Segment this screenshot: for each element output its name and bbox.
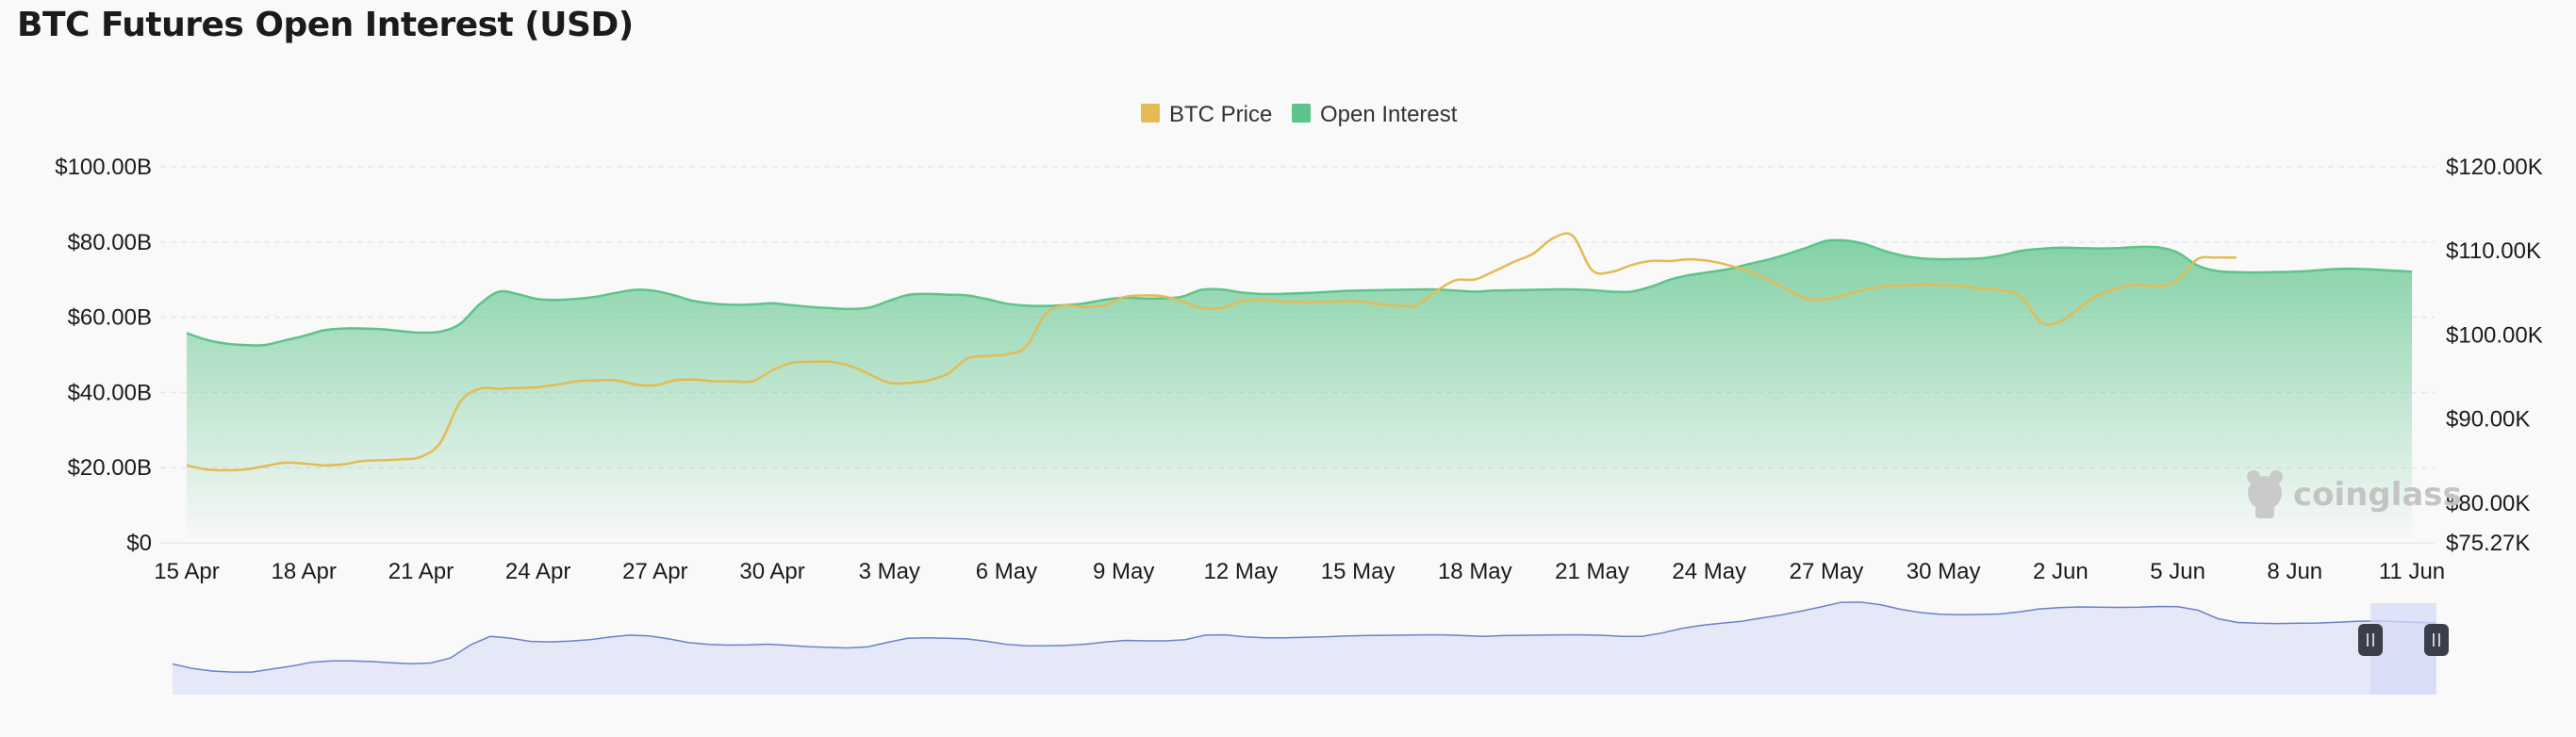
y-right-tick-label: $75.27K <box>2446 531 2530 556</box>
x-tick-label: 27 May <box>1790 559 1864 584</box>
navigator-handle-left[interactable] <box>2358 624 2383 656</box>
x-tick-label: 30 Apr <box>739 559 804 584</box>
open-interest-line <box>186 238 2413 347</box>
y-right-tick-label: $100.00K <box>2446 322 2543 348</box>
x-tick-label: 24 May <box>1672 559 1746 584</box>
open-interest-area <box>187 239 2412 543</box>
y-left-tick-label: $0 <box>126 531 152 556</box>
y-left-tick-label: $40.00B <box>68 380 152 405</box>
x-tick-label: 21 Apr <box>388 559 454 584</box>
y-right-tick-label: $90.00K <box>2446 407 2530 433</box>
x-tick-label: 18 May <box>1438 559 1512 584</box>
y-left-tick-label: $20.00B <box>68 455 152 481</box>
legend: BTC Price Open Interest <box>1141 102 1458 127</box>
x-tick-label: 9 May <box>1093 559 1154 584</box>
y-right-tick-label: $80.00K <box>2446 491 2530 516</box>
series-area <box>186 232 2413 543</box>
x-tick-label: 8 Jun <box>2267 559 2322 584</box>
y-right-tick-label: $110.00K <box>2446 238 2541 264</box>
x-axis: 15 Apr 18 Apr 21 Apr 24 Apr 27 Apr 30 Apr 3 Ma… <box>154 559 2445 584</box>
watermark: coinglass <box>2247 470 2462 518</box>
x-tick-label: 24 Apr <box>505 559 570 584</box>
legend-swatch <box>1292 104 1311 123</box>
x-tick-label: 5 Jun <box>2150 559 2205 584</box>
x-tick-label: 30 May <box>1907 559 1981 584</box>
navigator-line <box>172 601 2437 673</box>
watermark-text: coinglass <box>2293 476 2462 514</box>
navigator[interactable] <box>172 601 2449 695</box>
y-left-tick-label: $100.00B <box>55 155 152 180</box>
x-tick-label: 18 Apr <box>272 559 337 584</box>
coinglass-logo-icon <box>2248 476 2282 510</box>
x-tick-label: 27 Apr <box>622 559 687 584</box>
logo-ear-icon <box>2270 470 2283 483</box>
y-axis-left: $0 $20.00B $40.00B $60.00B $80.00B $100.00B <box>55 155 152 556</box>
y-right-tick-label: $120.00K <box>2446 155 2543 180</box>
x-tick-label: 21 May <box>1555 559 1629 584</box>
legend-label[interactable]: Open Interest <box>1320 102 1458 127</box>
x-tick-label: 3 May <box>859 559 920 584</box>
x-tick-label: 12 May <box>1204 559 1279 584</box>
navigator-handle-right[interactable] <box>2424 624 2449 656</box>
x-tick-label: 15 Apr <box>154 559 219 584</box>
logo-body-icon <box>2255 505 2274 518</box>
legend-swatch <box>1141 104 1160 123</box>
x-tick-label: 2 Jun <box>2033 559 2089 584</box>
y-left-tick-label: $60.00B <box>68 305 152 331</box>
x-tick-label: 6 May <box>976 559 1037 584</box>
x-tick-label: 15 May <box>1321 559 1395 584</box>
x-tick-label: 11 Jun <box>2379 559 2445 584</box>
btc-price-line <box>186 232 2237 472</box>
legend-label[interactable]: BTC Price <box>1169 102 1272 127</box>
navigator-area <box>173 601 2436 695</box>
page-title: BTC Futures Open Interest (USD) <box>17 6 634 44</box>
y-left-tick-label: $80.00B <box>68 230 152 255</box>
y-axis-right: $75.27K $80.00K $90.00K $100.00K $110.00K $12… <box>2446 155 2543 556</box>
logo-ear-icon <box>2247 470 2260 483</box>
